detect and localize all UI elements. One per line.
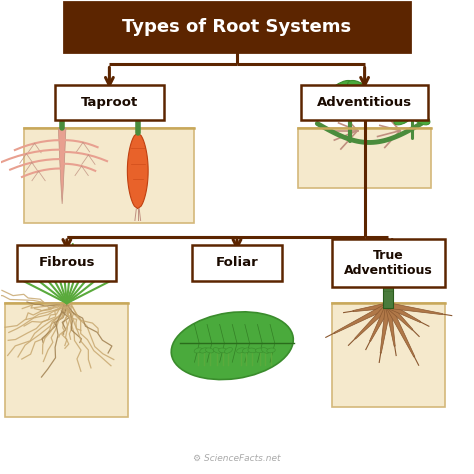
Ellipse shape	[411, 111, 430, 125]
Ellipse shape	[219, 348, 227, 353]
FancyBboxPatch shape	[55, 84, 164, 120]
Polygon shape	[355, 303, 390, 339]
Polygon shape	[386, 303, 413, 330]
Polygon shape	[380, 305, 391, 353]
Ellipse shape	[347, 81, 374, 101]
Text: Types of Root Systems: Types of Root Systems	[122, 18, 352, 36]
Ellipse shape	[205, 348, 214, 353]
Ellipse shape	[213, 347, 221, 353]
Text: ⚙ ScienceFacts.net: ⚙ ScienceFacts.net	[193, 454, 281, 463]
FancyBboxPatch shape	[24, 128, 194, 223]
Polygon shape	[58, 128, 66, 204]
FancyBboxPatch shape	[5, 303, 128, 417]
Ellipse shape	[200, 348, 208, 353]
FancyBboxPatch shape	[383, 242, 393, 308]
Polygon shape	[386, 304, 415, 357]
FancyBboxPatch shape	[192, 245, 282, 281]
Polygon shape	[370, 304, 391, 341]
Polygon shape	[385, 305, 395, 346]
Text: Fibrous: Fibrous	[38, 256, 95, 270]
FancyBboxPatch shape	[64, 2, 410, 52]
Text: True
Adventitious: True Adventitious	[344, 249, 433, 277]
Ellipse shape	[237, 348, 245, 353]
Ellipse shape	[267, 348, 275, 353]
Ellipse shape	[242, 348, 251, 353]
Ellipse shape	[255, 348, 264, 353]
Ellipse shape	[261, 347, 269, 353]
Ellipse shape	[394, 111, 413, 125]
Polygon shape	[128, 133, 148, 209]
Polygon shape	[388, 303, 443, 315]
FancyBboxPatch shape	[301, 84, 428, 120]
Ellipse shape	[248, 348, 256, 353]
Text: Adventitious: Adventitious	[317, 96, 412, 109]
FancyBboxPatch shape	[331, 239, 445, 287]
Polygon shape	[353, 303, 389, 312]
Polygon shape	[387, 303, 421, 322]
FancyBboxPatch shape	[17, 245, 117, 281]
Text: Taproot: Taproot	[81, 96, 138, 109]
FancyBboxPatch shape	[299, 128, 431, 188]
Text: Foliar: Foliar	[216, 256, 258, 270]
Ellipse shape	[194, 348, 202, 353]
Ellipse shape	[225, 347, 232, 353]
FancyBboxPatch shape	[331, 303, 445, 407]
Polygon shape	[334, 303, 390, 334]
Ellipse shape	[327, 81, 353, 101]
Ellipse shape	[171, 312, 293, 380]
